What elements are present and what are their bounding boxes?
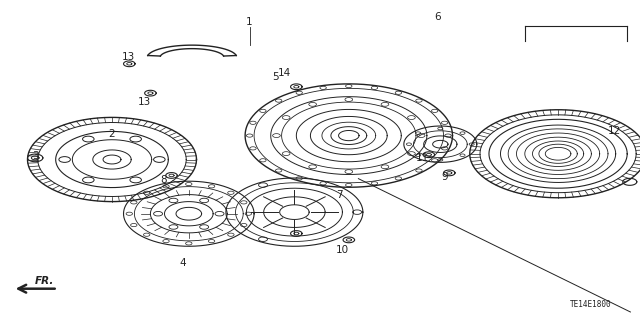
Text: 7: 7 bbox=[336, 189, 342, 200]
Text: 9: 9 bbox=[442, 172, 448, 182]
Text: FR.: FR. bbox=[35, 276, 54, 286]
Text: 13: 13 bbox=[138, 97, 150, 107]
Text: 11: 11 bbox=[416, 153, 429, 163]
Text: 10: 10 bbox=[336, 245, 349, 256]
Text: 3: 3 bbox=[32, 151, 38, 161]
Text: 1: 1 bbox=[246, 17, 253, 27]
Text: TE14E1800: TE14E1800 bbox=[570, 300, 611, 309]
Text: 8: 8 bbox=[160, 175, 166, 185]
Text: 4: 4 bbox=[179, 258, 186, 268]
Text: 13: 13 bbox=[122, 52, 134, 63]
Text: 5: 5 bbox=[272, 71, 278, 82]
Text: 6: 6 bbox=[435, 12, 441, 22]
Text: 12: 12 bbox=[608, 126, 621, 136]
Text: 14: 14 bbox=[278, 68, 291, 78]
Text: 2: 2 bbox=[109, 129, 115, 139]
